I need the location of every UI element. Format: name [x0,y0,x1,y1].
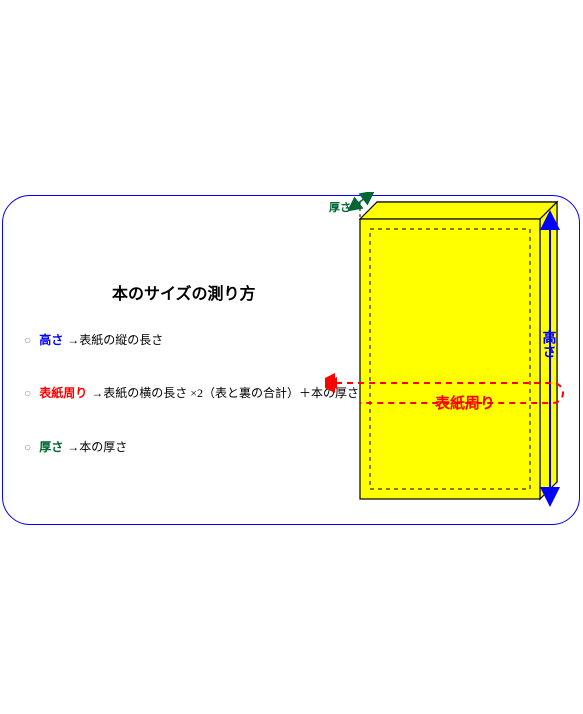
definition-row: ○ 高さ→表紙の縦の長さ [24,331,163,348]
diagram-title: 本のサイズの測り方 [112,280,256,304]
book-diagram: 厚さ高さ表紙周り [325,192,583,522]
definition-row: ○ 表紙周り→表紙の横の長さ ×2（表と裏の合計）＋本の厚さ [24,384,359,401]
bullet-icon: ○ [24,440,31,455]
definition-desc: →表紙の縦の長さ [67,331,163,348]
definition-term: 高さ [39,331,63,348]
definition-term: 厚さ [39,438,63,455]
svg-text:高さ: 高さ [541,329,557,358]
definition-row: ○ 厚さ→本の厚さ [24,438,127,455]
bullet-icon: ○ [24,386,31,401]
definition-term: 表紙周り [39,384,87,401]
bullet-icon: ○ [24,333,31,348]
definition-desc: →本の厚さ [67,438,127,455]
definition-desc: →表紙の横の長さ ×2（表と裏の合計）＋本の厚さ [91,384,359,401]
svg-text:厚さ: 厚さ [329,201,351,214]
svg-text:表紙周り: 表紙周り [435,394,495,412]
